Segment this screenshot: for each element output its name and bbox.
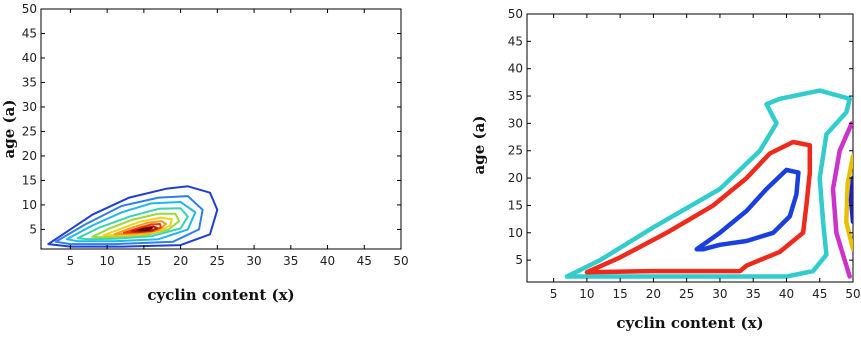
left-contour-4 [76,207,189,241]
right-x-axis-label: cyclin content (x) [616,314,763,332]
right-x-ticks: 5 10 15 20 25 30 35 40 45 50 [550,14,861,301]
right-contour-plot: 5 10 15 20 25 30 35 40 45 50 5101520253035404550 … [470,7,861,332]
left-y-tick-label: 20 [22,149,37,163]
right-x-tick-label: 50 [845,287,860,301]
right-y-tick-label: 15 [508,198,523,212]
left-y-tick-label: 10 [22,198,37,212]
left-x-tick-label: 15 [136,254,151,268]
left-x-tick-label: 20 [173,254,188,268]
right-x-tick-label: 5 [550,287,558,301]
left-contour-2 [54,195,204,246]
left-y-tick-label: 50 [22,2,37,16]
right-contour-6 [848,175,853,225]
right-y-tick-label: 45 [508,34,523,48]
right-y-tick-label: 20 [508,171,523,185]
left-y-tick-label: 25 [22,124,37,138]
left-y-tick-label: 5 [29,222,37,236]
left-plot-frame [40,8,402,250]
left-y-tick-label: 15 [22,173,37,187]
left-contour-3 [65,201,197,243]
left-x-tick-label: 10 [99,254,114,268]
right-contour-3 [694,167,801,252]
right-x-tick-label: 15 [613,287,628,301]
left-contour-plot: 5 10 15 20 25 30 35 40 45 50 5101520253035404550 … [0,2,409,304]
right-contour-2 [584,139,813,275]
right-y-axis-label: age (a) [470,116,488,175]
left-contour-7 [113,220,167,236]
right-x-tick-label: 20 [646,287,661,301]
left-contour-1 [47,185,219,248]
left-contour-10 [137,226,153,232]
left-contour-5 [91,212,181,239]
left-x-tick-label: 30 [246,254,261,268]
right-x-tick-label: 25 [679,287,694,301]
left-x-axis-label: cyclin content (x) [147,286,294,304]
left-x-tick-label: 25 [210,254,225,268]
right-y-tick-label: 25 [508,144,523,158]
left-x-tick-label: 45 [357,254,372,268]
right-y-ticks: 5 10 15 20 25 30 35 40 45 50 [508,7,853,267]
left-x-tick-label: 5 [67,254,75,268]
right-plot-frame [526,13,854,283]
left-x-ticks: 5 10 15 20 25 30 35 40 45 50 [67,9,409,268]
left-x-tick-label: 40 [320,254,335,268]
left-y-axis-label: age (a) [0,100,18,159]
right-x-tick-label: 45 [812,287,827,301]
right-y-tick-label: 40 [508,62,523,76]
left-y-tick-label: 45 [22,26,37,40]
right-y-tick-label: 5 [515,253,523,267]
left-contour-lines [47,185,219,248]
right-contour-4 [830,121,853,279]
right-x-tick-label: 35 [746,287,761,301]
right-y-tick-label: 30 [508,116,523,130]
right-contour-5 [844,153,853,252]
right-contour-lines [564,88,853,279]
right-contour-1 [564,88,852,279]
left-y-tick-label: 30 [22,100,37,114]
right-y-tick-label: 50 [508,7,523,21]
right-x-tick-label: 10 [579,287,594,301]
left-y-ticks: 5 10 15 20 25 30 35 40 45 50 [22,2,401,236]
left-y-tick-label: 35 [22,75,37,89]
left-x-tick-label: 50 [393,254,408,268]
right-y-tick-label: 10 [508,226,523,240]
right-y-tick-label: 35 [508,89,523,103]
left-x-tick-label: 35 [283,254,298,268]
left-y-tick-label: 40 [22,51,37,65]
right-x-tick-label: 40 [779,287,794,301]
right-x-tick-label: 30 [712,287,727,301]
